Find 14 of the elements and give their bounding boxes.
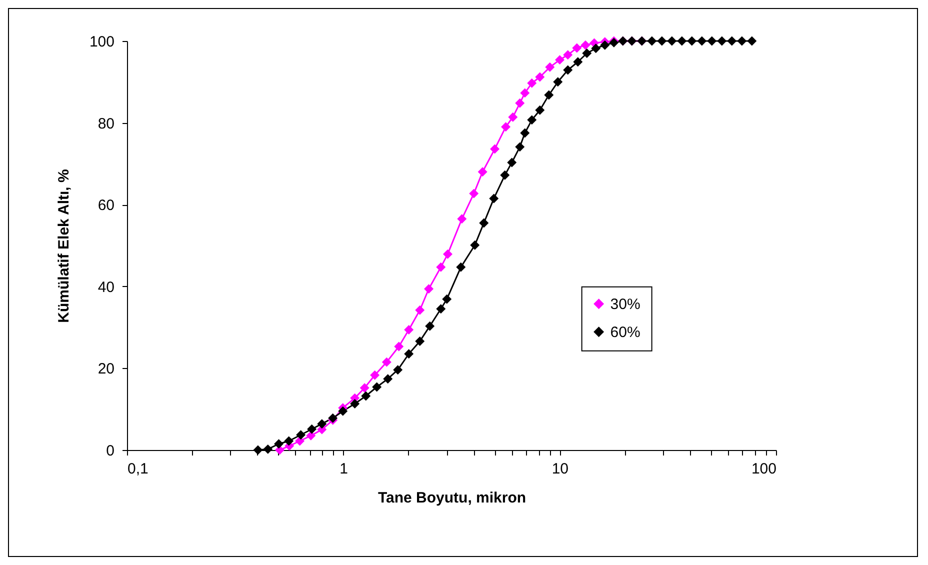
x-tick-label: 10 (552, 460, 569, 478)
x-tick-label: 100 (751, 460, 776, 478)
y-tick-label: 80 (98, 115, 114, 132)
x-tick-label: 1 (340, 460, 348, 478)
x-tick-label: 0,1 (128, 460, 148, 478)
y-tick-label: 60 (98, 197, 114, 214)
y-tick-label: 40 (98, 278, 114, 296)
legend-label: 60% (610, 324, 640, 341)
y-tick-label: 0 (106, 442, 114, 460)
y-axis-title: Kümülatif Elek Altı, % (55, 169, 72, 323)
x-axis-title: Tane Boyutu, mikron (378, 490, 526, 506)
y-tick-label: 20 (98, 360, 114, 378)
y-tick-label: 100 (89, 34, 114, 50)
legend-label: 30% (610, 296, 640, 313)
